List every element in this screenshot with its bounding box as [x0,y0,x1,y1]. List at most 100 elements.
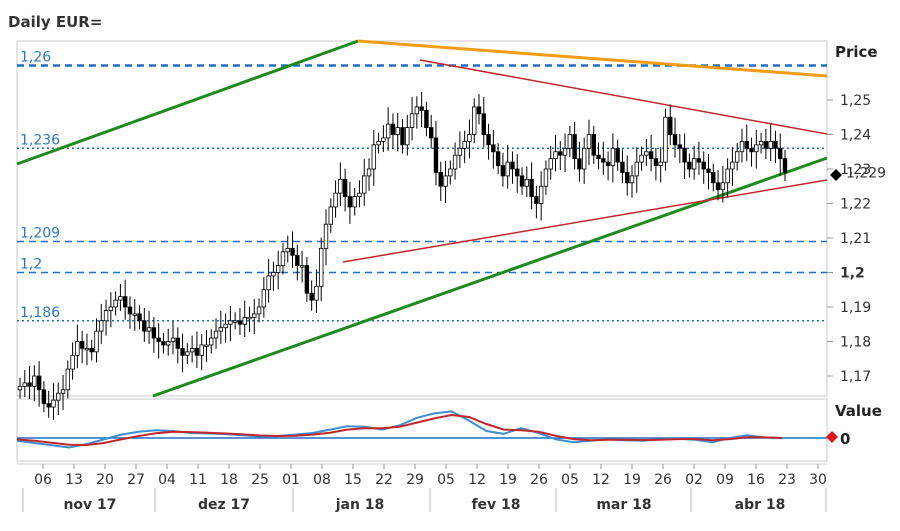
candle [725,158,730,198]
candle [314,269,319,313]
y-tick-label-1: 1,18 [840,335,871,351]
level-label-2: 1,209 [20,225,60,241]
candle [548,145,553,180]
candle [218,310,224,344]
candle [467,119,472,159]
red-upper-triangle-line [419,59,828,135]
x-tick-label: 11 [189,472,207,488]
candle [275,250,281,290]
candle [572,121,577,170]
x-tick-label: 06 [34,472,52,488]
y-tick-label-6: 1,23 [840,162,871,178]
candle [663,108,668,171]
level-lines: 1,26 1,236 1,209 1,2 1,186 [17,50,827,322]
candle [194,331,200,369]
candle [553,134,558,172]
candle [271,261,276,291]
month-label: mar 18 [596,497,651,513]
candle [385,107,391,151]
candle [529,162,534,210]
candle [290,231,295,269]
red-lower-triangle-line [342,179,828,263]
last-price-label: 1,229 [846,165,886,181]
candle [715,170,721,201]
x-tick-label: 16 [747,472,765,488]
candle [132,299,137,331]
price-axis-title: Price [835,43,878,61]
candle [223,313,228,343]
y-tick-label-3: 1,2 [840,266,865,282]
candle [299,250,305,283]
y-tick-label-2: 1,19 [840,300,871,316]
candle [586,119,592,166]
macd-line [16,410,783,449]
candle [505,145,510,189]
last-price-marker [830,169,842,181]
candle [352,187,357,216]
month-label: abr 18 [735,497,786,513]
candle [519,167,525,195]
candle [414,96,420,129]
month-label: fev 18 [471,497,520,513]
candle [768,124,773,162]
candle [543,160,549,195]
candle [691,145,697,180]
x-tick-label: 04 [158,472,176,488]
candle [558,141,563,171]
x-tick-label: 29 [406,472,424,488]
candle [252,299,257,335]
candle [338,162,343,206]
candle [405,114,410,156]
candle [237,308,243,335]
level-label-0: 1,26 [20,50,51,66]
candle [189,335,195,363]
price-axis: 1,17 1,18 1,19 1,2 1,21 1,22 1,23 1,24 1,25 1,229 [827,93,886,385]
candle [648,134,654,172]
month-label: jan 18 [335,497,385,513]
candle [166,328,171,356]
candle [515,154,520,193]
candle [295,244,300,281]
candle [677,134,683,164]
candle [209,329,214,354]
candle [428,114,434,149]
candle [754,130,759,169]
y-tick-label-8: 1,25 [840,93,871,109]
candle [328,198,333,233]
candle [658,147,663,183]
candle [620,149,625,184]
candle [562,133,568,173]
candle [266,259,271,303]
candle [118,283,123,311]
candle [400,118,405,154]
candle [538,171,544,221]
candle [137,305,142,330]
candle [438,161,443,202]
month-label: nov 17 [63,497,116,513]
candle [734,143,740,171]
candle [247,306,252,333]
level-label-1: 1,236 [20,132,60,148]
candle [720,165,726,203]
candle [668,104,673,146]
candle [156,323,161,359]
x-tick-label: 15 [344,472,362,488]
candle [711,163,716,192]
candle [142,308,147,342]
chart-title: Daily EUR= [8,13,102,31]
candle [357,180,362,208]
candle [495,143,501,175]
candle [22,370,27,398]
candle [261,276,267,318]
candle [36,361,42,407]
value-marker [826,431,838,443]
candle [476,94,482,125]
candle [639,146,644,171]
x-tick-label: 26 [654,472,672,488]
x-tick-label: 23 [778,472,796,488]
candle [376,132,381,154]
green-upper-channel-line [16,39,359,166]
candle [739,128,745,163]
candle [65,360,71,399]
candle [366,158,372,191]
